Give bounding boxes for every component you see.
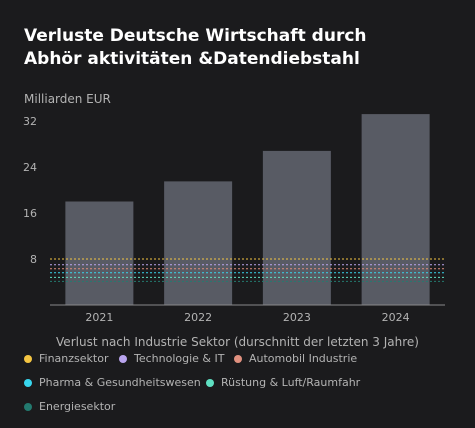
- x-tick-label: 2023: [283, 311, 311, 324]
- chart-title: Verluste Deutsche Wirtschaft durch Abhör…: [24, 25, 454, 71]
- legend-swatch: [24, 402, 32, 411]
- chart-title-line2: Abhör aktivitäten &Datendiebstahl: [24, 49, 360, 69]
- x-tick-label: 2022: [184, 311, 212, 324]
- y-tick-label: 24: [23, 161, 37, 174]
- bar-2021: [65, 201, 134, 305]
- y-tick-label: 8: [30, 253, 37, 266]
- legend-title: Verlust nach Industrie Sektor (durschnit…: [56, 335, 419, 349]
- y-tick-label: 32: [23, 115, 37, 128]
- legend-label: Rüstung & Luft/Raumfahr: [221, 376, 361, 389]
- legend-swatch: [24, 354, 32, 363]
- bar-2023: [262, 150, 331, 305]
- legend-swatch: [119, 354, 127, 363]
- legend-swatch: [24, 378, 32, 387]
- x-tick-label: 2021: [85, 311, 113, 324]
- legend-item[interactable]: Automobil Industrie: [234, 352, 357, 365]
- legend-label: Energiesektor: [39, 400, 116, 413]
- chart-title-line1: Verluste Deutsche Wirtschaft durch: [24, 26, 367, 46]
- legend-label: Automobil Industrie: [249, 352, 358, 365]
- bar-chart: 8 16 24 32 2021 2022 2023 2024: [23, 114, 445, 324]
- bar-2024: [361, 114, 430, 305]
- legend-label: Technologie & IT: [134, 352, 225, 365]
- legend-item[interactable]: Finanzsektor: [24, 352, 108, 365]
- y-tick-label: 16: [23, 207, 37, 220]
- legend-swatch: [206, 378, 214, 387]
- y-axis-unit-label: Milliarden EUR: [24, 92, 111, 106]
- legend-swatch: [234, 354, 242, 363]
- bar-2022: [164, 181, 233, 305]
- x-tick-label: 2024: [382, 311, 410, 324]
- legend-item[interactable]: Energiesektor: [24, 400, 115, 413]
- legend-item[interactable]: Technologie & IT: [119, 352, 224, 365]
- legend-label: Pharma & Gesundheitswesen: [39, 376, 201, 389]
- legend-item[interactable]: Pharma & Gesundheitswesen: [24, 376, 201, 389]
- legend-item[interactable]: Rüstung & Luft/Raumfahr: [206, 376, 360, 389]
- legend-label: Finanzsektor: [39, 352, 109, 365]
